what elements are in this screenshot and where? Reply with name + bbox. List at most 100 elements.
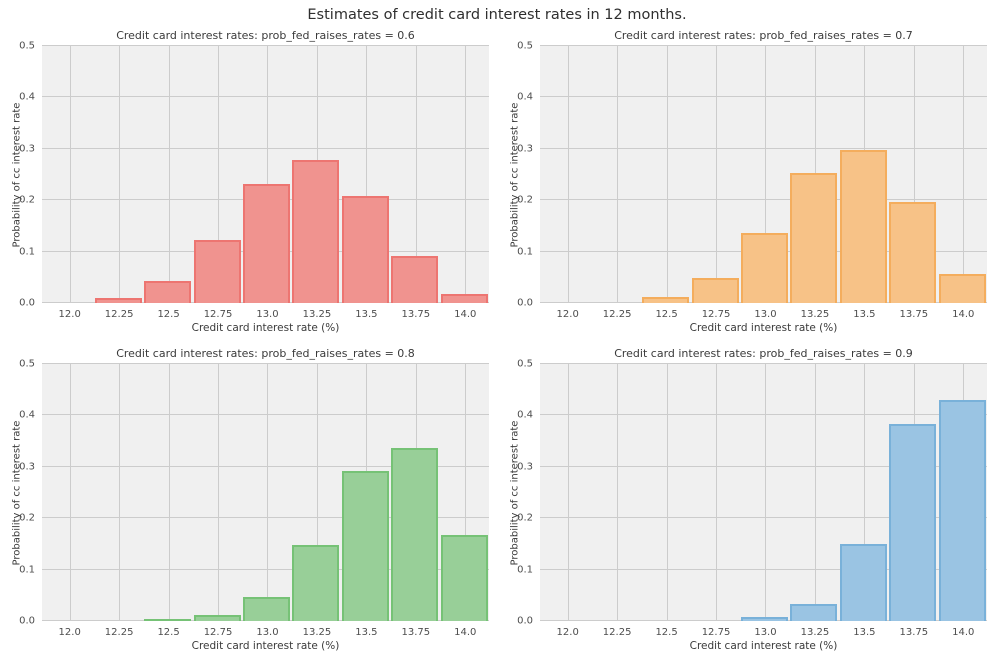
x-tick-label: 12.75	[701, 309, 731, 320]
x-tick-label: 13.0	[754, 627, 777, 638]
histogram-bar	[341, 470, 389, 621]
x-tick-label: 12.75	[203, 309, 233, 320]
x-tick-label: 13.0	[754, 309, 777, 320]
gridline-vertical	[415, 46, 417, 303]
gridline-vertical	[716, 364, 718, 621]
plot-area-prob-0.9: Credit card interest rates: prob_fed_rai…	[510, 348, 987, 652]
plot-area-prob-0.8: Credit card interest rates: prob_fed_rai…	[12, 348, 489, 652]
y-tick-label: 0.0	[19, 615, 35, 627]
x-tick-label: 13.75	[401, 309, 431, 320]
y-tick-label: 0.2	[19, 194, 35, 206]
x-tick-label: 12.25	[602, 627, 632, 638]
x-tick-label: 13.25	[302, 309, 332, 320]
x-tick-label: 13.25	[800, 627, 830, 638]
histogram-bar	[691, 278, 739, 303]
gridline-vertical	[765, 364, 767, 621]
gridline-vertical	[316, 364, 318, 621]
y-tick-label: 0.5	[19, 358, 35, 370]
x-tick-label: 12.5	[157, 627, 180, 638]
histogram-bar	[790, 603, 838, 621]
gridline-horizontal	[42, 414, 489, 416]
histogram-bar	[740, 232, 788, 303]
gridline-horizontal	[42, 45, 489, 46]
y-axis-label: Probability of cc interest rate	[509, 102, 521, 247]
gridline-horizontal	[540, 517, 987, 519]
histogram-bar	[292, 544, 340, 621]
x-tick-label: 12.5	[157, 309, 180, 320]
x-tick-label: 12.75	[203, 627, 233, 638]
gridline-horizontal	[42, 147, 489, 149]
y-tick-label: 0.4	[517, 91, 533, 103]
gridline-horizontal	[540, 45, 987, 46]
plot-area-prob-0.7: Credit card interest rates: prob_fed_rai…	[510, 30, 987, 334]
gridline-horizontal	[540, 363, 987, 364]
gridline-vertical	[864, 364, 866, 621]
histogram-bar	[144, 618, 192, 621]
gridline-vertical	[119, 364, 121, 621]
histogram-bar	[144, 281, 192, 303]
histogram-bar	[790, 172, 838, 303]
x-tick-label: 13.5	[853, 309, 876, 320]
x-tick-label: 12.25	[104, 309, 134, 320]
gridline-vertical	[716, 46, 718, 303]
gridline-vertical	[617, 364, 619, 621]
x-tick-label: 13.75	[401, 627, 431, 638]
gridline-horizontal	[42, 465, 489, 467]
y-tick-label: 0.3	[517, 143, 533, 155]
x-tick-label: 12.0	[556, 309, 579, 320]
gridline-horizontal	[540, 199, 987, 201]
gridline-horizontal	[540, 568, 987, 570]
gridline-horizontal	[42, 363, 489, 364]
y-tick-label: 0.4	[19, 409, 35, 421]
gridline-vertical	[366, 46, 368, 303]
gridline-horizontal	[42, 517, 489, 519]
y-tick-label: 0.0	[517, 297, 533, 309]
x-axis-label: Credit card interest rate (%)	[689, 640, 838, 652]
y-tick-label: 0.3	[19, 461, 35, 473]
subplot-title: Credit card interest rates: prob_fed_rai…	[116, 29, 415, 42]
x-tick-label: 13.5	[355, 309, 378, 320]
histogram-bar	[242, 184, 290, 303]
histogram-bar	[440, 293, 488, 303]
subplot-title: Credit card interest rates: prob_fed_rai…	[614, 29, 913, 42]
histogram-bar	[94, 298, 142, 303]
x-tick-label: 14.0	[952, 627, 975, 638]
x-tick-label: 14.0	[454, 627, 477, 638]
gridline-vertical	[168, 46, 170, 303]
y-tick-label: 0.1	[517, 564, 533, 576]
gridline-vertical	[267, 46, 269, 303]
histogram-bar	[193, 240, 241, 303]
gridline-vertical	[666, 46, 668, 303]
gridline-vertical	[69, 364, 71, 621]
histogram-bar	[839, 544, 887, 621]
x-axis-label: Credit card interest rate (%)	[689, 322, 838, 334]
y-tick-label: 0.4	[19, 91, 35, 103]
gridline-vertical	[814, 364, 816, 621]
gridline-vertical	[267, 364, 269, 621]
x-tick-label: 12.0	[58, 627, 81, 638]
gridline-vertical	[465, 364, 467, 621]
histogram-bar	[193, 615, 241, 621]
gridline-vertical	[465, 46, 467, 303]
subplot-title: Credit card interest rates: prob_fed_rai…	[116, 347, 415, 360]
x-tick-label: 12.75	[701, 627, 731, 638]
y-tick-label: 0.2	[517, 512, 533, 524]
histogram-bar	[440, 535, 488, 621]
y-tick-label: 0.5	[517, 358, 533, 370]
gridline-horizontal	[540, 96, 987, 98]
x-tick-label: 13.75	[899, 309, 929, 320]
histogram-bar	[391, 255, 439, 303]
gridline-vertical	[913, 46, 915, 303]
gridline-horizontal	[540, 414, 987, 416]
histogram-bar	[341, 195, 389, 303]
x-tick-label: 13.5	[355, 627, 378, 638]
x-tick-label: 12.25	[602, 309, 632, 320]
x-tick-label: 14.0	[952, 309, 975, 320]
y-axis-label: Probability of cc interest rate	[509, 420, 521, 565]
y-tick-label: 0.1	[19, 246, 35, 258]
x-tick-label: 13.25	[800, 309, 830, 320]
gridline-vertical	[218, 364, 220, 621]
gridline-vertical	[765, 46, 767, 303]
x-axis-label: Credit card interest rate (%)	[191, 640, 340, 652]
plot-area-prob-0.6: Credit card interest rates: prob_fed_rai…	[12, 30, 489, 334]
